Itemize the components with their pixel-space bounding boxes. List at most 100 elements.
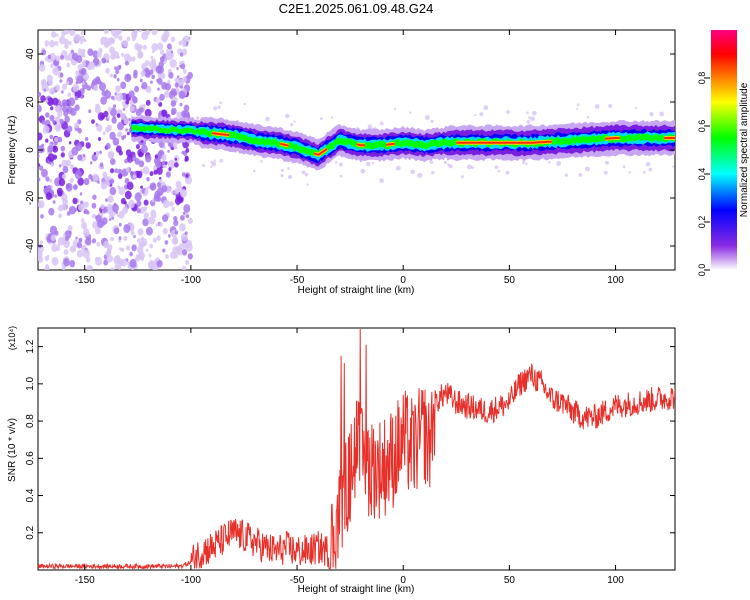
noise-blob: [68, 41, 72, 46]
noise-blob: [131, 244, 137, 252]
noise-blob: [40, 95, 46, 102]
noise-blob: [162, 214, 169, 222]
noise-blob: [52, 67, 60, 76]
noise-blob: [71, 52, 79, 61]
noise-blob: [136, 200, 142, 207]
noise-blob: [74, 104, 80, 111]
colorbar-tick-label: 0.8: [697, 72, 707, 85]
noise-blob: [67, 92, 72, 98]
noise-blob: [164, 82, 171, 91]
colorbar-ticks: 0.0 0.2 0.4 0.6 0.8: [697, 72, 710, 276]
noise-blob: [157, 87, 160, 91]
noise-blob: [53, 136, 59, 143]
noise-blob: [86, 85, 92, 91]
noise-blob: [112, 137, 120, 146]
noise-blob: [124, 190, 132, 200]
noise-blob: [45, 112, 50, 118]
noise-blob: [95, 256, 102, 266]
noise-blob: [164, 90, 170, 98]
noise-blob: [142, 104, 146, 108]
noise-blob: [137, 51, 143, 58]
heatmap-xtick-label: 0: [400, 275, 406, 286]
noise-blob: [138, 151, 143, 157]
noise-blob: [134, 257, 138, 261]
heatmap-cells: [38, 30, 675, 270]
noise-blob: [80, 30, 84, 35]
noise-blob: [59, 118, 64, 125]
noise-blob: [70, 107, 77, 116]
noise-blob: [49, 134, 54, 140]
noise-blob: [91, 202, 97, 209]
faint-dot: [578, 173, 583, 177]
colorbar-tick-label: 0.2: [697, 216, 707, 229]
noise-blob: [49, 87, 55, 95]
snr-axes: -150 -100 -50 0 50 100 0.2 0.4 0.6 0.8 1.0 1.2: [25, 328, 675, 586]
faint-dot: [532, 110, 537, 116]
noise-blob: [141, 81, 148, 90]
noise-blob: [81, 48, 86, 54]
noise-blob: [134, 85, 140, 93]
snr-multiplier: (x10⁴): [7, 326, 17, 350]
noise-blob: [60, 152, 65, 158]
noise-blob: [95, 103, 100, 110]
noise-blob: [68, 97, 76, 107]
noise-blob: [74, 170, 82, 180]
noise-blob: [120, 112, 126, 120]
noise-blob: [69, 260, 76, 268]
noise-blob: [105, 142, 111, 150]
noise-blob: [125, 167, 130, 173]
noise-blob: [170, 251, 176, 259]
faint-dot: [219, 158, 224, 163]
noise-blob: [173, 219, 179, 227]
noise-blob: [46, 74, 53, 83]
noise-blob: [108, 151, 114, 158]
faint-dot: [483, 105, 489, 111]
snr-xtick-label: -100: [181, 575, 201, 586]
noise-blob: [109, 131, 116, 140]
noise-blob: [85, 142, 91, 149]
noise-blob: [129, 105, 135, 112]
noise-blob: [87, 48, 94, 56]
noise-blob: [144, 60, 150, 67]
noise-blob: [40, 214, 44, 219]
noise-blob: [92, 173, 99, 182]
colorbar: 0.0 0.2 0.4 0.6 0.8 Normalized spectral ampl…: [697, 30, 750, 276]
noise-blob: [109, 180, 113, 184]
noise-blob: [151, 30, 158, 36]
noise-blob: [60, 54, 64, 60]
noise-blob: [140, 238, 148, 247]
noise-blob: [175, 180, 182, 189]
noise-blob: [81, 61, 87, 68]
faint-dot: [330, 116, 334, 119]
faint-dot: [219, 101, 223, 105]
faint-dot: [260, 159, 263, 163]
faint-dot: [409, 111, 412, 114]
noise-blob: [107, 115, 110, 119]
noise-blob: [55, 84, 60, 91]
ridge-core: [313, 148, 328, 156]
noise-blob: [115, 30, 122, 35]
noise-blob: [102, 131, 106, 136]
faint-dot: [367, 124, 373, 129]
noise-blob: [62, 166, 69, 174]
noise-blob: [58, 164, 62, 168]
heatmap-ylabel: Frequency (Hz): [7, 116, 18, 185]
noise-blob: [118, 236, 122, 241]
noise-blob: [147, 186, 151, 190]
noise-blob: [113, 74, 117, 79]
noise-blob: [149, 60, 157, 70]
noise-blob: [74, 96, 79, 101]
noise-blob: [38, 200, 45, 209]
noise-blob: [109, 214, 113, 219]
noise-blob: [65, 55, 70, 61]
noise-blob: [182, 211, 186, 215]
noise-blob: [52, 145, 59, 153]
noise-blob: [66, 125, 73, 133]
faint-dot: [339, 174, 343, 178]
ridge-core: [456, 140, 552, 144]
noise-blob: [125, 245, 131, 251]
snr-ytick-label: 1.2: [25, 339, 36, 353]
noise-blob: [122, 107, 126, 111]
heatmap-xtick-label: -150: [75, 275, 95, 286]
noise-blob: [118, 186, 125, 195]
